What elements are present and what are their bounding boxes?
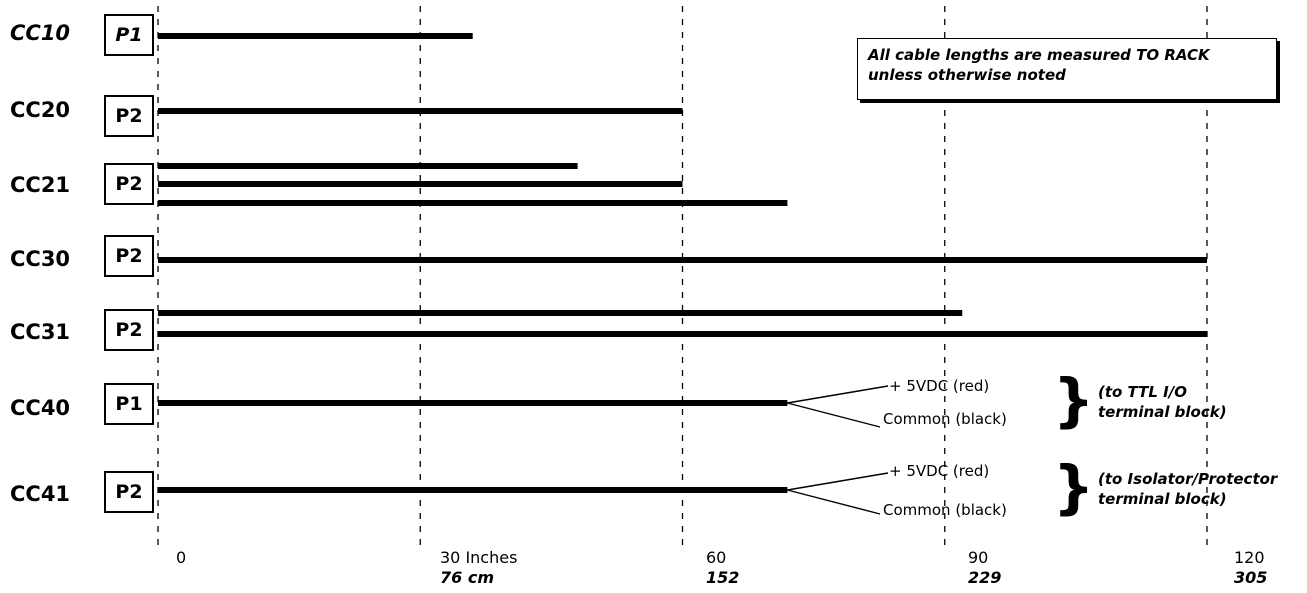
destination-cc41-line1: (to Isolator/Protector	[1098, 470, 1278, 488]
lead-label-cc41-black: Common (black)	[883, 501, 1007, 519]
cable-label-cc41: CC41	[10, 482, 71, 506]
lead-label-cc41-red: + 5VDC (red)	[889, 462, 990, 480]
connector-box-cc10: P1	[104, 14, 154, 56]
cable-label-cc20: CC20	[10, 98, 71, 122]
cable-label-cc10: CC10	[10, 21, 71, 45]
note-box: All cable lengths are measured TO RACK u…	[857, 38, 1277, 100]
tick-cm-30: 76 cm	[440, 568, 494, 587]
connector-box-cc41: P2	[104, 471, 154, 513]
brace-cc40: }	[1053, 366, 1095, 434]
cable-label-cc30: CC30	[10, 247, 71, 271]
connector-box-cc30: P2	[104, 235, 154, 277]
destination-cc40-line2: terminal block)	[1098, 403, 1227, 421]
tick-cm-60: 152	[706, 568, 740, 587]
tick-label-120: 120	[1234, 548, 1265, 567]
lead-red-cc40	[787, 385, 889, 404]
note-line-2: unless otherwise noted	[868, 66, 1066, 84]
tick-label-90: 90	[968, 548, 989, 567]
lead-label-cc40-red: + 5VDC (red)	[889, 377, 990, 395]
lead-black-cc40	[787, 402, 881, 428]
cable-label-cc21: CC21	[10, 173, 71, 197]
tick-cm-120: 305	[1234, 568, 1268, 587]
cable-label-cc40: CC40	[10, 396, 71, 420]
tick-cm-90: 229	[968, 568, 1002, 587]
brace-cc41: }	[1053, 453, 1095, 521]
cable-label-cc31: CC31	[10, 320, 71, 344]
connector-box-cc40: P1	[104, 383, 154, 425]
tick-label-0: 0	[176, 548, 187, 567]
lead-red-cc41	[787, 472, 889, 491]
connector-box-cc21: P2	[104, 163, 154, 205]
lead-black-cc41	[787, 489, 881, 515]
note-line-1: All cable lengths are measured TO RACK	[868, 46, 1210, 64]
tick-label-30: 30 Inches	[440, 548, 518, 567]
lead-label-cc40-black: Common (black)	[883, 410, 1007, 428]
connector-box-cc31: P2	[104, 309, 154, 351]
destination-cc40-line1: (to TTL I/O	[1098, 383, 1187, 401]
tick-label-60: 60	[706, 548, 727, 567]
connector-box-cc20: P2	[104, 95, 154, 137]
destination-cc41-line2: terminal block)	[1098, 490, 1227, 508]
